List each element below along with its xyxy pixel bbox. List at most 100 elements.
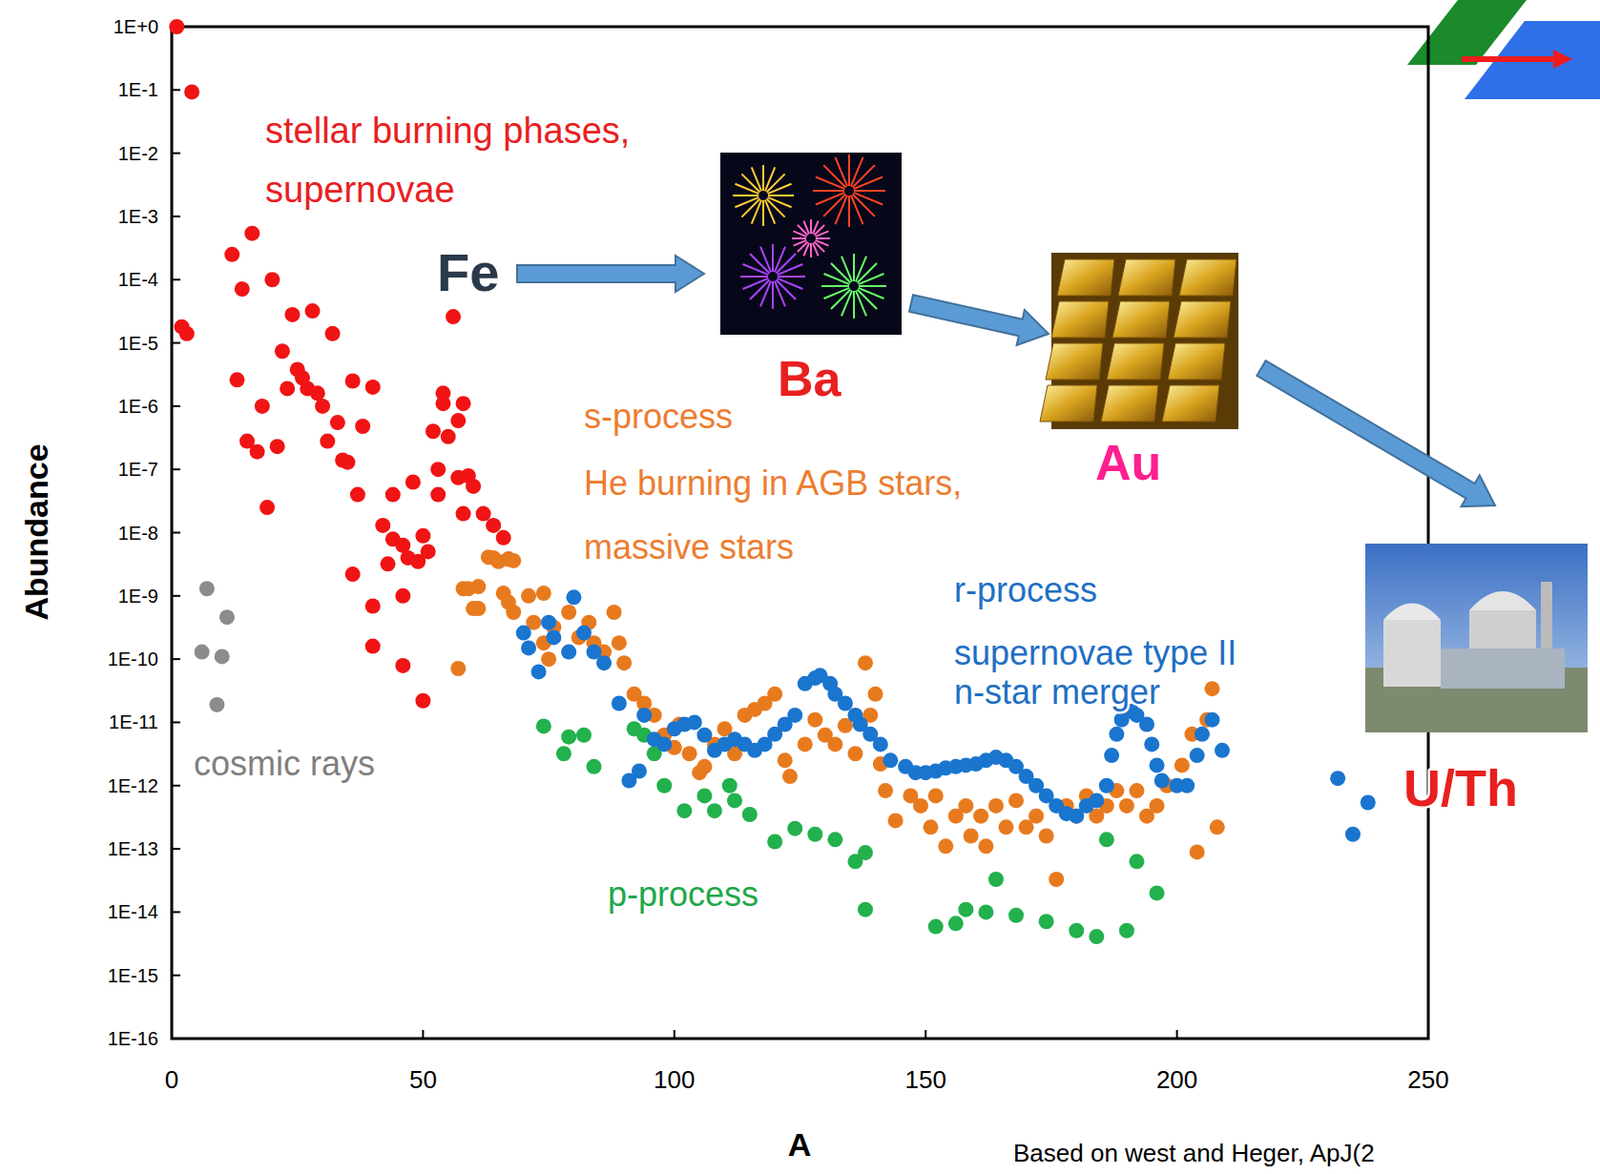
burst [824, 288, 851, 299]
y-tick-label: 1E-8 [118, 522, 159, 544]
annotation: He burning in AGB stars, [583, 463, 962, 503]
y-tick-label: 1E-7 [118, 458, 159, 480]
data-point [957, 902, 974, 918]
data-point [882, 752, 898, 769]
data-point [1209, 819, 1226, 835]
burst [771, 281, 774, 310]
data-point [516, 625, 532, 642]
burst [815, 230, 830, 237]
burst [810, 243, 812, 258]
data-point [957, 798, 974, 814]
data-point [988, 872, 1004, 888]
data-point [385, 487, 401, 503]
burst [771, 244, 774, 272]
data-point [565, 589, 582, 605]
data-point [1194, 727, 1210, 743]
y-tick [171, 595, 181, 598]
data-point [470, 601, 486, 617]
data-point [857, 902, 873, 918]
chimney [1540, 581, 1553, 649]
data-point [1088, 929, 1104, 945]
burst [740, 275, 769, 278]
gold-picture [1039, 252, 1239, 430]
data-point [616, 655, 632, 671]
burst [815, 237, 831, 240]
y-tick-label: 1E-13 [107, 838, 159, 860]
data-point [219, 609, 235, 625]
data-point [1154, 772, 1170, 789]
data-point [1204, 681, 1220, 697]
data-point [540, 651, 557, 667]
data-point [777, 752, 793, 769]
data-point [394, 658, 411, 674]
burst [853, 176, 883, 189]
data-point [374, 518, 391, 534]
data-point [561, 729, 577, 746]
data-point [1174, 757, 1190, 773]
annotation: s-process [583, 396, 733, 437]
burst [768, 194, 794, 197]
data-point [877, 783, 894, 799]
data-point [345, 566, 361, 582]
data-point [365, 379, 381, 395]
y-axis-title: Abundance [18, 443, 55, 621]
y-tick [171, 848, 181, 851]
y-tick-label: 1E-5 [118, 332, 159, 354]
data-point [1103, 748, 1120, 764]
burst [743, 278, 769, 290]
data-point [430, 487, 446, 503]
data-point [857, 655, 873, 671]
arrow [1256, 360, 1496, 507]
data-point [168, 19, 185, 35]
gold-bar [1179, 259, 1237, 296]
burst [855, 290, 867, 317]
annotation: stellar burning phases, [265, 110, 630, 151]
burst [858, 285, 887, 288]
data-point [888, 812, 904, 829]
annotation: Fe [436, 242, 499, 303]
y-tick [171, 278, 181, 281]
burst [803, 221, 810, 235]
data-point [1179, 778, 1195, 794]
data-point [937, 838, 954, 854]
data-point [520, 588, 537, 604]
data-point [208, 697, 225, 713]
data-point [722, 778, 738, 794]
data-point [1008, 908, 1024, 924]
y-tick [171, 88, 181, 91]
y-tick [171, 721, 181, 724]
data-point [184, 83, 200, 100]
data-point [380, 556, 396, 572]
data-point [1189, 748, 1206, 764]
burst [793, 240, 808, 247]
data-point [1028, 809, 1044, 825]
data-point [244, 226, 260, 242]
data-point [350, 487, 366, 503]
burst [853, 189, 886, 192]
data-point [476, 506, 492, 522]
gold-bar [1118, 259, 1176, 296]
picture-ground [1365, 543, 1588, 733]
data-point [1099, 778, 1115, 794]
annotation: n-star merger [954, 672, 1161, 712]
data-point [540, 615, 557, 631]
data-point [1008, 792, 1024, 809]
building [1383, 620, 1441, 687]
data-point [450, 661, 466, 677]
annotation: r-process [954, 570, 1098, 610]
data-point [325, 326, 341, 342]
data-point [827, 736, 843, 752]
gold-bar [1112, 301, 1170, 338]
chart: 1E+01E-11E-21E-31E-41E-51E-61E-71E-81E-9… [0, 0, 1600, 1174]
y-tick-label: 1E-11 [108, 711, 159, 733]
data-point [988, 798, 1004, 814]
gold-bar [1106, 343, 1164, 380]
burst [791, 237, 807, 240]
y-tick [171, 215, 181, 218]
data-point [1088, 792, 1104, 809]
data-point [767, 834, 783, 851]
gold-bar [1167, 343, 1226, 380]
data-point [214, 648, 230, 665]
x-tick [170, 1030, 173, 1039]
y-tick-label: 1E-15 [107, 965, 159, 987]
